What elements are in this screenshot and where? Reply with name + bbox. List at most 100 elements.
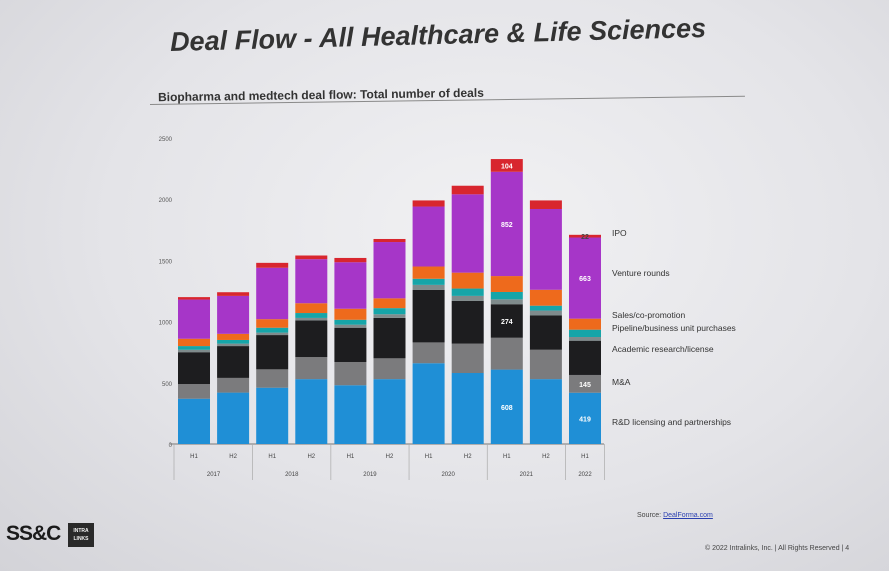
bar-segment (178, 299, 210, 339)
bar-segment (490, 299, 523, 305)
bar-segment (256, 369, 289, 388)
intralinks-logo-line2: LINKS (73, 536, 89, 542)
bar-segment (451, 343, 484, 374)
bar-segment (569, 237, 601, 319)
bar-segment (295, 303, 328, 314)
x-category-label: H2 (464, 454, 472, 460)
bar-segment (217, 333, 250, 340)
bar-segment (256, 327, 289, 333)
bar-segment (529, 208, 562, 290)
ssc-logo: SS&C (6, 522, 61, 545)
bar-segment (451, 373, 484, 444)
bar-segment (217, 392, 250, 444)
source-link[interactable]: DealForma.com (663, 512, 713, 519)
bar-segment (178, 297, 210, 300)
bar-segment (490, 171, 523, 277)
bar-segment (217, 295, 250, 334)
x-category-label: H1 (190, 454, 198, 460)
bar-segment (334, 324, 367, 328)
bar-segment (373, 317, 406, 359)
bar-segment (373, 298, 406, 309)
bar-segment (373, 358, 406, 380)
bar-segment (295, 313, 328, 318)
bar-segment (373, 238, 406, 243)
y-tick-label: 1500 (159, 259, 173, 265)
legend-label: R&D licensing and partnerships (612, 417, 731, 427)
legend-label: Venture rounds (612, 268, 670, 278)
bar-segment (373, 308, 406, 315)
y-tick-label: 1000 (159, 321, 173, 327)
bar-segment (451, 185, 484, 195)
bar-segment (412, 200, 445, 207)
data-label: 145 (579, 382, 591, 389)
bar-segment (412, 284, 445, 290)
legend-label: IPO (612, 228, 627, 238)
bar-segment (490, 276, 523, 292)
bar-segment (217, 339, 250, 344)
source-note: Source: DealForma.com (637, 512, 713, 519)
legend-label: Academic research/license (612, 344, 714, 354)
bar-segment (451, 295, 484, 301)
bar-segment (217, 377, 250, 393)
bar-segment (451, 272, 484, 289)
y-tick-label: 500 (162, 382, 173, 388)
bar-segment (334, 385, 367, 444)
x-category-label: H2 (386, 454, 394, 460)
bar-segment (178, 338, 210, 347)
bar-segment (295, 357, 328, 380)
data-label: 22 (581, 234, 589, 241)
bar-segment (529, 310, 562, 316)
bar-segment (451, 288, 484, 296)
x-year-label: 2018 (285, 472, 299, 478)
bar-segment (529, 349, 562, 380)
y-tick-label: 2000 (159, 198, 173, 204)
data-label: 663 (579, 276, 591, 283)
x-year-label: 2022 (578, 472, 592, 478)
bar-segment (569, 392, 601, 444)
bar-segment (373, 379, 406, 444)
bar-segment (412, 363, 445, 444)
bar-segment (529, 379, 562, 444)
bar-segment (256, 332, 289, 336)
bar-segment (529, 305, 562, 311)
x-year-label: 2021 (520, 472, 534, 478)
bar-segment (178, 346, 210, 350)
legend-label: M&A (612, 377, 631, 387)
intralinks-logo-line1: INTRA (73, 528, 89, 534)
bar-segment (295, 320, 328, 358)
y-tick-label: 0 (169, 443, 173, 449)
bar-segment (529, 200, 562, 209)
data-label: 608 (501, 405, 513, 412)
bar-segment (217, 292, 250, 296)
bar-segment (569, 337, 601, 341)
bar-segment (334, 262, 367, 309)
bar-segment (412, 266, 445, 279)
x-category-label: H1 (268, 454, 276, 460)
bar-segment (217, 346, 250, 378)
source-label: Source: (637, 512, 662, 519)
intralinks-logo: INTRA LINKS (68, 523, 94, 547)
bar-segment (490, 337, 523, 370)
bar-segment (295, 379, 328, 444)
x-category-label: H1 (581, 454, 589, 460)
bar-segment (217, 343, 250, 347)
x-category-label: H1 (503, 454, 511, 460)
bar-segment (451, 194, 484, 273)
data-label: 419 (579, 416, 591, 423)
bar-segment (178, 398, 210, 444)
bar-segment (569, 340, 601, 375)
bar-segment (412, 278, 445, 285)
bar-segment (295, 255, 328, 260)
bar-segment (412, 289, 445, 343)
bar-segment (490, 304, 523, 338)
bar-segment (256, 335, 289, 370)
x-category-label: H1 (347, 454, 355, 460)
bar-segment (490, 291, 523, 300)
x-category-label: H2 (307, 454, 315, 460)
bar-segment (373, 314, 406, 318)
x-category-label: H1 (425, 454, 433, 460)
bar-segment (569, 318, 601, 330)
bar-segment (412, 206, 445, 267)
data-label: 274 (501, 319, 513, 326)
